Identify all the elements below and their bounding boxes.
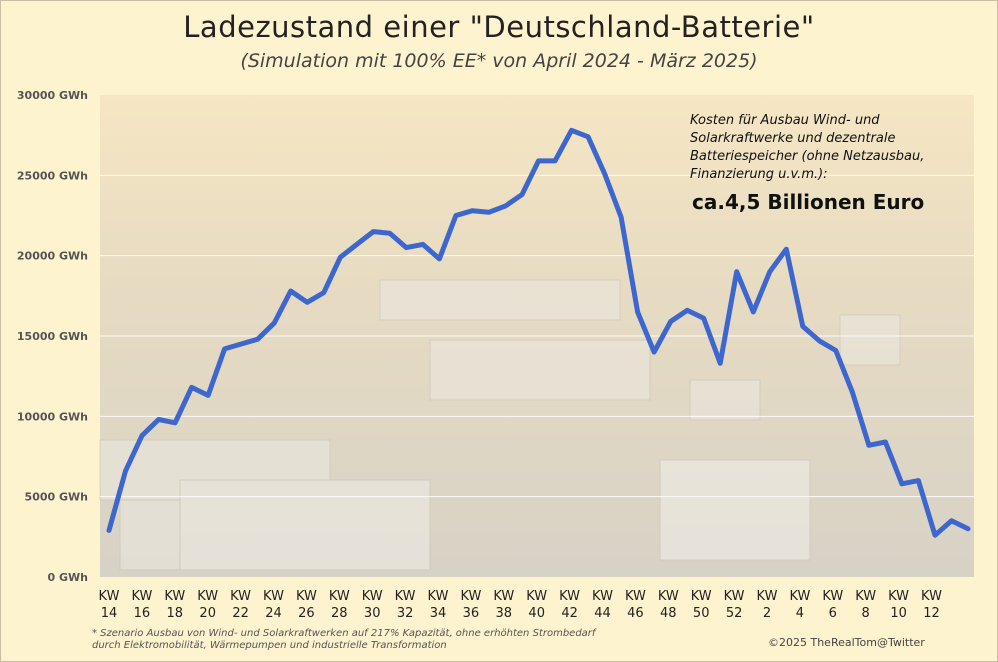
x-tick-label: KW 8 (855, 589, 876, 621)
x-tick-label: KW 38 (493, 589, 514, 621)
x-tick-label: KW 14 (99, 589, 120, 621)
y-tick-label: 20000 GWh (17, 250, 88, 263)
y-tick-label: 0 GWh (48, 571, 88, 584)
x-tick-label: KW 28 (329, 589, 350, 621)
x-tick-label: KW 40 (526, 589, 547, 621)
x-tick-label: KW 48 (658, 589, 679, 621)
battery-containers-backdrop (99, 279, 901, 571)
x-tick-label: KW 34 (428, 589, 449, 621)
x-tick-label: KW 18 (164, 589, 185, 621)
x-tick-label: KW 2 (757, 589, 778, 621)
chart-title: Ladezustand einer "Deutschland-Batterie" (183, 10, 815, 44)
x-tick-label: KW 6 (822, 589, 843, 621)
x-tick-label: KW 44 (592, 589, 613, 621)
x-axis: KW 14 KW 16 KW 18 KW 20 KW 22 KW 24 KW 26 KW 28 KW 30 KW 32… (99, 589, 943, 621)
y-tick-label: 15000 GWh (17, 330, 88, 343)
x-tick-label: KW 12 (921, 589, 942, 621)
x-tick-label: KW 36 (460, 589, 481, 621)
x-tick-label: KW 10 (888, 589, 909, 621)
footnote: * Szenario Ausbau von Wind- und Solarkra… (92, 628, 596, 651)
x-tick-label: KW 22 (230, 589, 251, 621)
y-tick-label: 25000 GWh (17, 169, 88, 182)
x-tick-label: KW 42 (559, 589, 580, 621)
x-tick-label: KW 46 (625, 589, 646, 621)
x-tick-label: KW 24 (263, 589, 284, 621)
series-line (106, 127, 971, 538)
chart-subtitle: (Simulation mit 100% EE* von April 2024 … (240, 50, 758, 72)
y-axis: 0 GWh 5000 GWh 10000 GWh 15000 GWh 20000 GWh… (17, 89, 88, 584)
y-tick-label: 10000 GWh (17, 410, 88, 423)
grid-lines (100, 174, 974, 498)
x-tick-label: KW 52 (724, 589, 745, 621)
y-tick-label: 5000 GWh (25, 491, 88, 504)
cost-annotation: Kosten für Ausbau Wind- und Solarkraftwe… (690, 113, 925, 182)
x-tick-label: KW 30 (362, 589, 383, 621)
x-tick-label: KW 50 (691, 589, 712, 621)
cost-highlight: ca.4,5 Billionen Euro (692, 190, 925, 214)
credit: ©2025 TheRealTom@Twitter (768, 636, 925, 649)
x-tick-label: KW 26 (296, 589, 317, 621)
x-tick-label: KW 16 (131, 589, 152, 621)
x-tick-label: KW 4 (789, 589, 810, 621)
y-tick-label: 30000 GWh (17, 89, 88, 102)
x-tick-label: KW 32 (395, 589, 416, 621)
x-tick-label: KW 20 (197, 589, 218, 621)
